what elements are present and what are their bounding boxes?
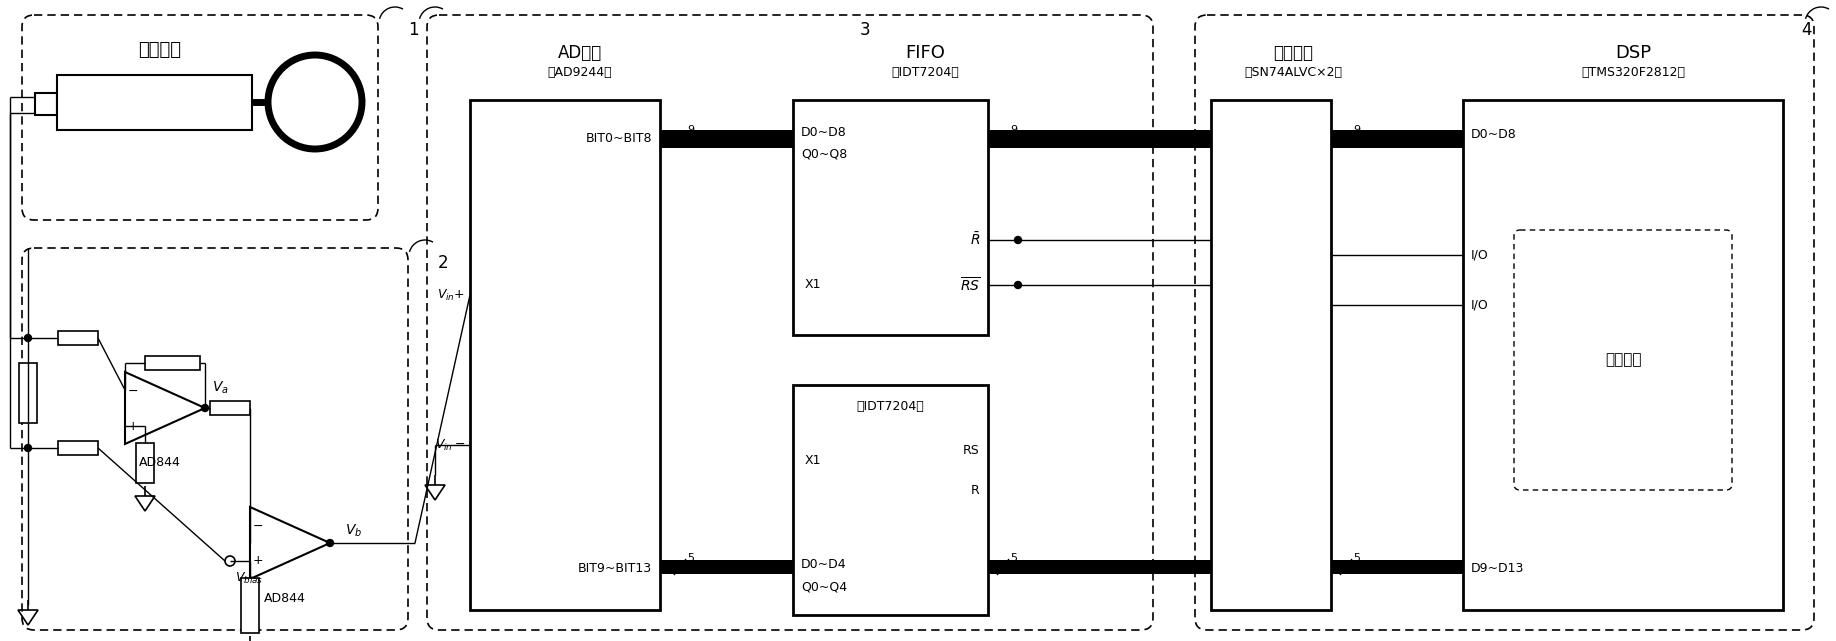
Text: （IDT7204）: （IDT7204） xyxy=(890,67,958,79)
Circle shape xyxy=(1015,237,1021,244)
Text: I/O: I/O xyxy=(1471,299,1489,312)
Text: （SN74ALVC×2）: （SN74ALVC×2） xyxy=(1245,67,1342,79)
Text: 1: 1 xyxy=(408,21,419,39)
Bar xyxy=(136,443,154,483)
Text: （IDT7204）: （IDT7204） xyxy=(856,401,924,413)
Text: 5: 5 xyxy=(1010,553,1017,563)
Text: AD844: AD844 xyxy=(140,456,182,469)
Text: $+$: $+$ xyxy=(127,419,140,433)
Text: BIT0~BIT8: BIT0~BIT8 xyxy=(586,131,652,144)
Text: $-$: $-$ xyxy=(252,519,264,531)
Text: $V_b$: $V_b$ xyxy=(345,523,362,539)
Bar xyxy=(35,93,57,115)
Bar xyxy=(241,578,259,633)
Circle shape xyxy=(1015,281,1021,288)
Text: $\overline{RS}$: $\overline{RS}$ xyxy=(960,276,980,294)
Bar xyxy=(793,100,988,335)
Text: 9: 9 xyxy=(1353,125,1360,135)
Circle shape xyxy=(327,540,334,547)
Text: Q0~Q8: Q0~Q8 xyxy=(800,147,846,160)
Text: 2: 2 xyxy=(439,254,448,272)
Text: FIFO: FIFO xyxy=(905,44,946,62)
Bar xyxy=(1212,100,1331,610)
Text: 电平转换: 电平转换 xyxy=(1272,44,1313,62)
Text: $+$: $+$ xyxy=(252,554,264,567)
Circle shape xyxy=(202,404,209,412)
Text: D0~D4: D0~D4 xyxy=(800,558,846,572)
Text: （TMS320F2812）: （TMS320F2812） xyxy=(1581,67,1685,79)
Text: 4: 4 xyxy=(1801,21,1812,39)
Text: BIT9~BIT13: BIT9~BIT13 xyxy=(578,562,652,574)
Bar xyxy=(18,363,37,423)
Text: RS: RS xyxy=(964,444,980,456)
Text: X1: X1 xyxy=(804,453,821,467)
Text: X1: X1 xyxy=(804,278,821,292)
Text: $V_{bias}$: $V_{bias}$ xyxy=(235,570,263,585)
Bar xyxy=(659,130,793,148)
Bar xyxy=(209,401,250,415)
Circle shape xyxy=(24,335,31,342)
Text: 近场探头: 近场探头 xyxy=(138,41,182,59)
Text: AD芯片: AD芯片 xyxy=(558,44,602,62)
Text: DSP: DSP xyxy=(1616,44,1651,62)
Bar xyxy=(1463,100,1783,610)
Text: D0~D8: D0~D8 xyxy=(800,126,846,138)
Text: 9: 9 xyxy=(1010,125,1017,135)
Circle shape xyxy=(24,444,31,451)
Bar xyxy=(59,331,97,345)
Bar xyxy=(470,100,659,610)
Text: $-$: $-$ xyxy=(127,383,138,397)
Bar xyxy=(59,441,97,455)
Bar xyxy=(145,356,200,370)
Text: D9~D13: D9~D13 xyxy=(1471,562,1524,574)
Text: $V_{in}-$: $V_{in}-$ xyxy=(435,437,465,453)
Bar xyxy=(1331,560,1463,574)
Bar xyxy=(1331,130,1463,148)
Text: Q0~Q4: Q0~Q4 xyxy=(800,581,846,594)
Bar xyxy=(988,560,1212,574)
Text: （AD9244）: （AD9244） xyxy=(547,67,613,79)
Text: I/O: I/O xyxy=(1471,249,1489,262)
Bar xyxy=(988,130,1212,148)
Bar xyxy=(793,385,988,615)
Bar xyxy=(659,560,793,574)
Text: 软件算法: 软件算法 xyxy=(1605,353,1641,367)
Text: 5: 5 xyxy=(687,553,694,563)
Text: AD844: AD844 xyxy=(264,592,307,604)
Text: 3: 3 xyxy=(859,21,870,39)
Text: $\bar{R}$: $\bar{R}$ xyxy=(969,231,980,249)
Bar xyxy=(57,75,252,130)
Text: 5: 5 xyxy=(1353,553,1360,563)
Text: $V_{in}$+: $V_{in}$+ xyxy=(437,287,465,303)
Text: 9: 9 xyxy=(687,125,694,135)
Text: $V_a$: $V_a$ xyxy=(211,380,228,396)
Text: D0~D8: D0~D8 xyxy=(1471,128,1517,142)
Text: R: R xyxy=(971,483,980,497)
